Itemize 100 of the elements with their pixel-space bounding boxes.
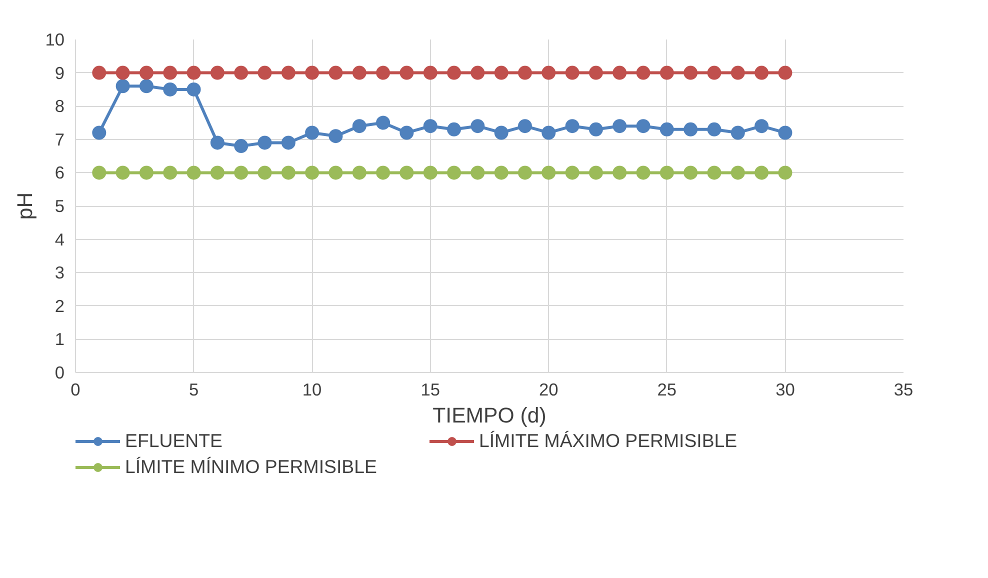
point	[352, 119, 366, 134]
x-tick-label: 30	[776, 380, 795, 400]
point	[258, 136, 272, 150]
point	[494, 66, 508, 80]
y-tick-label: 4	[54, 229, 65, 250]
point	[234, 66, 248, 80]
point	[518, 119, 532, 134]
point	[258, 66, 272, 80]
point	[707, 122, 722, 136]
point	[186, 66, 201, 80]
point	[565, 66, 580, 80]
point	[210, 166, 224, 180]
x-axis-title: TIEMPO (d)	[432, 404, 546, 428]
y-tick-label: 2	[54, 296, 65, 316]
point	[328, 66, 343, 80]
point	[186, 82, 201, 96]
point	[636, 66, 650, 80]
point	[636, 166, 650, 180]
point	[447, 122, 462, 136]
point	[588, 66, 603, 80]
legend-label: EFLUENTE	[125, 430, 224, 452]
point	[684, 166, 698, 180]
point	[730, 126, 745, 140]
point	[778, 166, 792, 180]
y-axis-title: pH	[13, 192, 38, 220]
point	[707, 166, 722, 180]
point	[234, 139, 248, 154]
point	[139, 79, 154, 94]
point	[139, 66, 154, 80]
y-tick-label: 10	[45, 30, 65, 50]
point	[518, 166, 532, 180]
point	[281, 166, 296, 180]
point	[423, 166, 438, 180]
x-tick-label: 0	[70, 380, 80, 400]
point	[470, 119, 485, 134]
point	[305, 126, 320, 140]
point	[163, 166, 178, 180]
point	[612, 66, 627, 80]
point	[210, 66, 224, 80]
point	[730, 66, 745, 80]
point	[447, 66, 462, 80]
point	[542, 166, 556, 180]
point	[400, 166, 414, 180]
point	[778, 66, 792, 80]
x-tick-label: 5	[188, 380, 199, 400]
point	[660, 166, 674, 180]
point	[494, 126, 508, 140]
point	[684, 122, 698, 136]
point	[660, 122, 674, 136]
point	[518, 66, 532, 80]
point	[588, 122, 603, 136]
point	[447, 166, 462, 180]
point	[376, 166, 390, 180]
point	[281, 136, 296, 150]
point	[116, 166, 130, 180]
point	[328, 166, 343, 180]
y-tick-label: 6	[54, 162, 65, 183]
point	[542, 66, 556, 80]
point	[754, 166, 769, 180]
point	[684, 66, 698, 80]
x-tick-label: 15	[420, 380, 440, 400]
point	[470, 166, 485, 180]
point	[376, 66, 390, 80]
point	[730, 166, 745, 180]
point	[612, 119, 627, 134]
point	[707, 66, 722, 80]
point	[400, 126, 414, 140]
point	[281, 66, 296, 80]
y-tick-label: 0	[54, 362, 65, 382]
point	[92, 166, 106, 180]
point	[352, 166, 366, 180]
point	[258, 166, 272, 180]
point	[328, 129, 343, 144]
point	[588, 166, 603, 180]
point	[116, 79, 130, 94]
point	[542, 126, 556, 140]
legend-label: LÍMITE MÁXIMO PERMISIBLE	[479, 430, 738, 452]
x-tick-label: 10	[302, 380, 322, 400]
y-tick-label: 3	[54, 262, 65, 283]
point	[305, 166, 320, 180]
y-tick-label: 1	[54, 329, 65, 350]
x-tick-label: 25	[657, 380, 677, 400]
point	[754, 119, 769, 134]
y-tick-label: 7	[54, 129, 65, 150]
point	[139, 166, 154, 180]
y-tick-label: 5	[54, 196, 65, 216]
point	[305, 66, 320, 80]
point	[660, 66, 674, 80]
point	[163, 66, 178, 80]
point	[92, 126, 106, 140]
point	[116, 66, 130, 80]
point	[494, 166, 508, 180]
point	[565, 119, 580, 134]
point	[423, 119, 438, 134]
point	[470, 66, 485, 80]
x-tick-label: 35	[894, 380, 914, 400]
point	[210, 136, 224, 150]
point	[234, 166, 248, 180]
point	[754, 66, 769, 80]
point	[612, 166, 627, 180]
